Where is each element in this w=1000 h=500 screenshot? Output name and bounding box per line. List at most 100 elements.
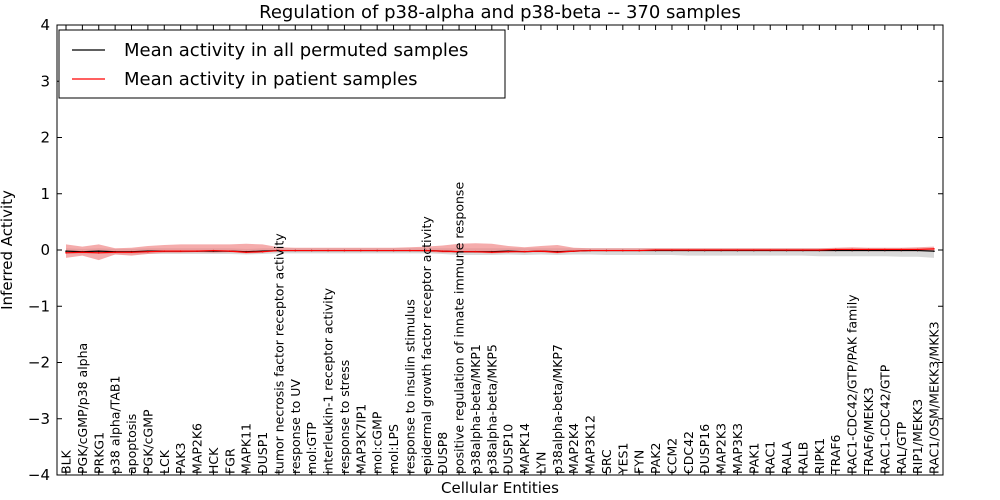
x-category-label: FYN — [632, 450, 647, 474]
point-series-1 — [425, 249, 428, 252]
point-series-0 — [97, 250, 100, 252]
x-category-label: PAK2 — [648, 443, 663, 474]
point-series-1 — [392, 249, 395, 252]
point-series-1 — [97, 252, 100, 254]
point-series-1 — [65, 252, 67, 254]
x-category-label: RALB — [795, 442, 810, 474]
point-series-1 — [261, 250, 264, 253]
point-series-1 — [638, 249, 641, 252]
x-category-label: MAPK14 — [517, 423, 532, 474]
point-series-1 — [343, 249, 346, 252]
point-series-1 — [376, 249, 378, 252]
x-category-label: PAK3 — [173, 443, 188, 474]
point-series-1 — [753, 249, 755, 251]
point-series-1 — [278, 249, 280, 252]
x-category-label: RAC1/OSM/MEKK3/MKK3 — [927, 321, 942, 474]
y-tick-label: 1 — [40, 185, 50, 203]
x-category-label: MAP2K6 — [190, 423, 205, 474]
point-series-1 — [834, 248, 837, 251]
point-series-0 — [916, 249, 919, 252]
legend-box — [58, 29, 506, 99]
x-category-label: RAL/GTP — [894, 421, 909, 474]
x-category-label: RAC1-CDC42/GTP/PAK family — [845, 294, 860, 474]
x-category-label: MAP3K7IP1 — [353, 404, 368, 474]
point-series-1 — [589, 249, 591, 252]
point-series-1 — [179, 250, 182, 252]
point-series-1 — [818, 249, 821, 251]
point-series-1 — [622, 249, 624, 252]
point-series-1 — [294, 249, 297, 252]
chart-title: Regulation of p38-alpha and p38-beta -- … — [259, 2, 741, 23]
point-series-1 — [507, 250, 509, 253]
x-category-label: HCK — [206, 447, 221, 474]
point-series-1 — [720, 249, 722, 251]
x-category-label: interleukin-1 receptor activity — [321, 287, 336, 474]
x-category-label: CDC42 — [681, 431, 696, 474]
x-category-label: response to stress — [337, 360, 352, 474]
x-category-label: RAC1 — [763, 441, 778, 474]
point-series-1 — [327, 249, 329, 252]
x-category-label: TRAF6 — [828, 434, 843, 475]
x-category-label: p38alpha-beta/MKP1 — [468, 344, 483, 474]
point-series-1 — [441, 250, 444, 252]
x-category-label: p38alpha-beta/MKP7 — [550, 344, 565, 474]
point-series-0 — [65, 250, 67, 252]
point-series-1 — [458, 250, 460, 253]
x-category-label: mol:GTP — [304, 422, 319, 474]
x-category-label: LYN — [533, 452, 548, 474]
point-series-1 — [900, 248, 903, 251]
point-series-0 — [867, 249, 870, 252]
x-category-label: mol:cGMP — [370, 411, 385, 474]
point-series-1 — [196, 250, 198, 252]
point-series-1 — [933, 248, 935, 250]
point-series-1 — [671, 249, 673, 251]
point-series-1 — [884, 248, 886, 251]
y-tick-label: −3 — [28, 410, 50, 428]
point-series-1 — [736, 249, 739, 251]
point-series-1 — [163, 250, 166, 252]
x-category-label: MAP2K3 — [714, 423, 729, 474]
point-series-1 — [572, 250, 575, 252]
point-series-1 — [867, 248, 870, 251]
y-tick-label: −1 — [28, 297, 50, 315]
x-category-label: RALA — [779, 441, 794, 474]
point-series-1 — [769, 249, 772, 251]
legend-label-patient: Mean activity in patient samples — [124, 69, 418, 90]
point-series-0 — [900, 249, 903, 252]
x-category-label: apoptosis — [124, 414, 139, 474]
point-series-1 — [916, 248, 919, 251]
x-category-label: TRAF6/MEKK3 — [861, 387, 876, 475]
x-axis-label: Cellular Entities — [441, 479, 559, 497]
x-category-label: RIP1/MEKK3 — [910, 399, 925, 474]
point-series-1 — [687, 249, 690, 251]
x-category-label: PAK1 — [746, 443, 761, 474]
x-category-label: DUSP1 — [255, 432, 270, 474]
point-series-1 — [540, 250, 542, 252]
point-series-1 — [474, 250, 477, 253]
series-lines — [65, 248, 935, 254]
point-series-0 — [933, 250, 935, 252]
legend-label-permuted: Mean activity in all permuted samples — [124, 40, 468, 61]
point-series-1 — [556, 251, 559, 254]
x-category-label: DUSP8 — [435, 432, 450, 474]
x-category-label: LCK — [157, 449, 172, 474]
point-series-1 — [523, 250, 526, 253]
point-series-1 — [491, 251, 493, 254]
y-axis-label: Inferred Activity — [0, 190, 16, 310]
x-category-label: MAP3K3 — [730, 423, 745, 474]
x-category-label: MAP2K4 — [566, 423, 581, 474]
point-series-1 — [228, 250, 231, 252]
x-category-label: p38alpha-beta/MKP5 — [484, 344, 499, 474]
x-category-label: response to UV — [288, 379, 303, 474]
point-series-0 — [884, 249, 886, 252]
x-category-label: PRKG1 — [91, 432, 106, 474]
y-tick-label: −2 — [28, 354, 50, 372]
x-category-label: FGR — [222, 448, 237, 474]
point-series-1 — [785, 249, 788, 251]
point-series-1 — [114, 251, 116, 254]
point-series-1 — [81, 251, 84, 254]
x-category-label: MAPK11 — [239, 423, 254, 474]
x-category-label: positive regulation of innate immune res… — [452, 182, 467, 474]
x-category-label: MAP3K12 — [583, 415, 598, 474]
